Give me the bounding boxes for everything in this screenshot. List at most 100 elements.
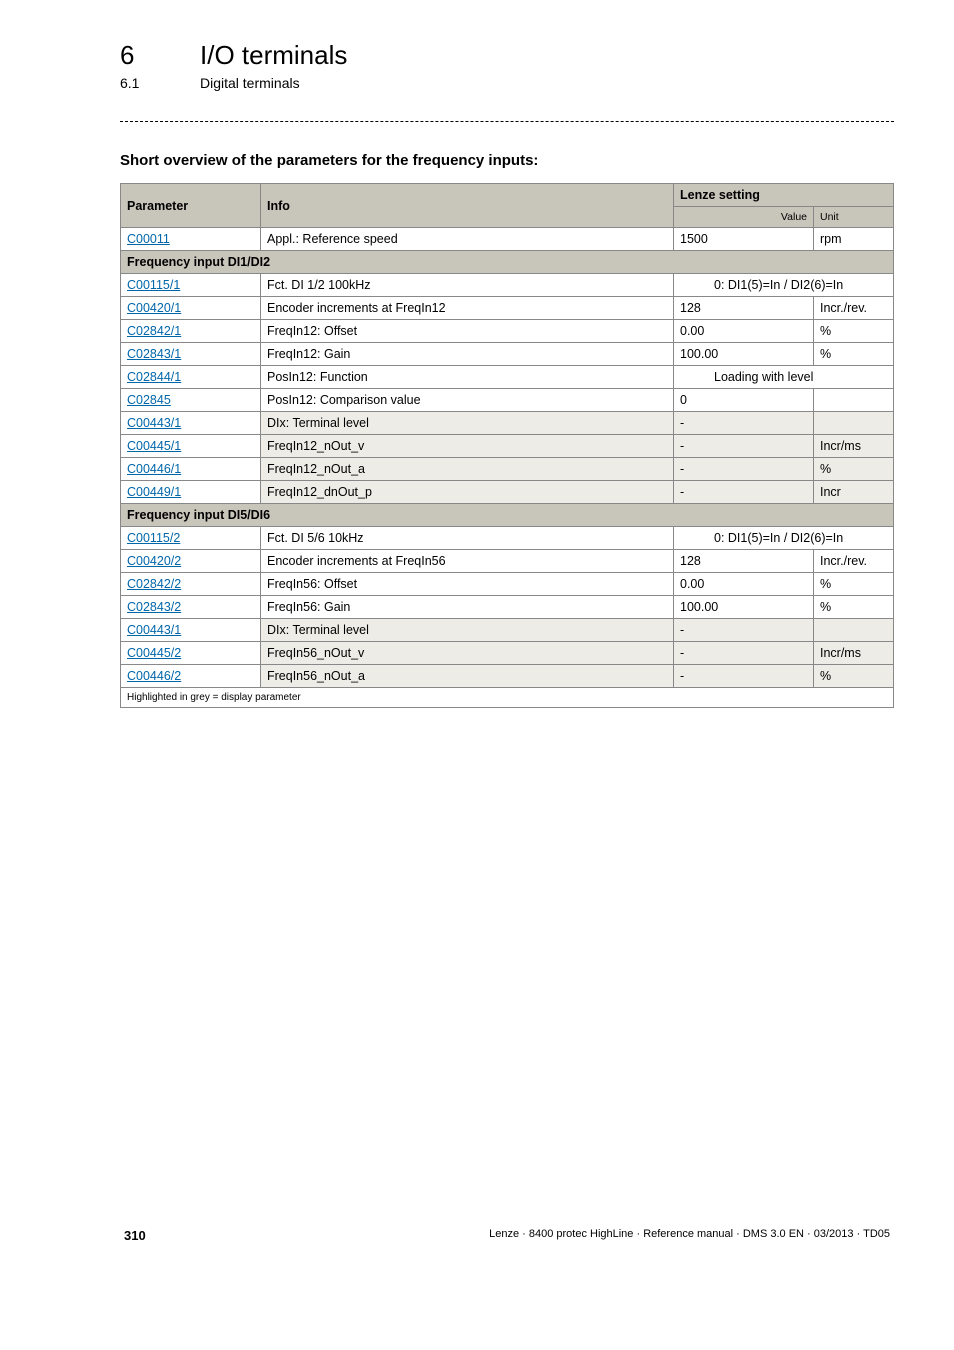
table-row: C00449/1 FreqIn12_dnOut_p-Incr xyxy=(121,481,894,504)
param-link[interactable]: C02843/1 xyxy=(127,347,181,361)
param-cell: C00446/1 xyxy=(121,458,261,481)
info-cell: FreqIn12: Gain xyxy=(261,343,674,366)
param-cell: C00115/2 xyxy=(121,527,261,550)
table-row: C02842/1 FreqIn12: Offset0.00% xyxy=(121,320,894,343)
info-cell: Appl.: Reference speed xyxy=(261,228,674,251)
col-lenze-setting: Lenze setting xyxy=(674,184,894,207)
table-footnote: Highlighted in grey = display parameter xyxy=(121,688,894,708)
unit-cell: % xyxy=(814,320,894,343)
info-cell: FreqIn56: Gain xyxy=(261,596,674,619)
unit-cell: % xyxy=(814,596,894,619)
value-cell: - xyxy=(674,642,814,665)
info-cell: FreqIn12_nOut_v xyxy=(261,435,674,458)
unit-cell xyxy=(814,389,894,412)
section-number: 6.1 xyxy=(120,75,160,91)
section-title-small: Digital terminals xyxy=(200,75,300,91)
col-unit: Unit xyxy=(814,207,894,228)
param-link[interactable]: C00115/2 xyxy=(127,531,180,545)
param-link[interactable]: C02842/2 xyxy=(127,577,181,591)
param-cell: C00449/1 xyxy=(121,481,261,504)
table-row: C02845PosIn12: Comparison value0 xyxy=(121,389,894,412)
table-row: C02842/2 FreqIn56: Offset0.00% xyxy=(121,573,894,596)
param-cell: C02843/1 xyxy=(121,343,261,366)
unit-cell xyxy=(814,619,894,642)
param-cell: C02843/2 xyxy=(121,596,261,619)
value-cell: 0.00 xyxy=(674,573,814,596)
value-cell: - xyxy=(674,435,814,458)
value-cell: 100.00 xyxy=(674,343,814,366)
value-cell: 0: DI1(5)=In / DI2(6)=In xyxy=(674,274,894,297)
table-row: Frequency input DI5/DI6 xyxy=(121,504,894,527)
param-cell: C02845 xyxy=(121,389,261,412)
value-cell: 0 xyxy=(674,389,814,412)
table-row: C00446/1FreqIn12_nOut_a-% xyxy=(121,458,894,481)
col-value: Value xyxy=(674,207,814,228)
param-cell: C02842/2 xyxy=(121,573,261,596)
info-cell: FreqIn12_nOut_a xyxy=(261,458,674,481)
value-cell: 128 xyxy=(674,297,814,320)
table-row: C02843/2FreqIn56: Gain100.00% xyxy=(121,596,894,619)
info-cell: FreqIn12: Offset xyxy=(261,320,674,343)
value-cell: - xyxy=(674,412,814,435)
info-cell: Encoder increments at FreqIn56 xyxy=(261,550,674,573)
param-cell: C00445/2 xyxy=(121,642,261,665)
unit-cell: rpm xyxy=(814,228,894,251)
param-link[interactable]: C00011 xyxy=(127,232,170,246)
info-cell: FreqIn56: Offset xyxy=(261,573,674,596)
col-parameter: Parameter xyxy=(121,184,261,228)
param-cell: C00420/1 xyxy=(121,297,261,320)
unit-cell: % xyxy=(814,343,894,366)
param-link[interactable]: C00445/1 xyxy=(127,439,181,453)
param-cell: C00011 xyxy=(121,228,261,251)
param-cell: C00445/1 xyxy=(121,435,261,458)
param-link[interactable]: C00449/1 xyxy=(127,485,181,499)
table-row: C02844/1 PosIn12: FunctionLoading with le… xyxy=(121,366,894,389)
param-link[interactable]: C00446/1 xyxy=(127,462,181,476)
param-cell: C00115/1 xyxy=(121,274,261,297)
value-cell: - xyxy=(674,619,814,642)
info-cell: DIx: Terminal level xyxy=(261,619,674,642)
info-cell: Fct. DI 5/6 10kHz xyxy=(261,527,674,550)
chapter-title: I/O terminals xyxy=(200,40,347,71)
unit-cell: Incr xyxy=(814,481,894,504)
param-link[interactable]: C00420/2 xyxy=(127,554,181,568)
table-row: C00445/2FreqIn56_nOut_v-Incr/ms xyxy=(121,642,894,665)
unit-cell: Incr./rev. xyxy=(814,550,894,573)
group-label: Frequency input DI5/DI6 xyxy=(121,504,894,527)
param-link[interactable]: C02842/1 xyxy=(127,324,181,338)
param-link[interactable]: C00443/1 xyxy=(127,623,181,637)
group-label: Frequency input DI1/DI2 xyxy=(121,251,894,274)
unit-cell xyxy=(814,412,894,435)
table-row: Frequency input DI1/DI2 xyxy=(121,251,894,274)
param-cell: C00443/1 xyxy=(121,619,261,642)
param-link[interactable]: C02845 xyxy=(127,393,171,407)
parameter-table: Parameter Info Lenze setting Value Unit … xyxy=(120,183,894,708)
table-row: C00443/1 DIx: Terminal level- xyxy=(121,619,894,642)
param-link[interactable]: C00445/2 xyxy=(127,646,181,660)
table-row: C00115/2Fct. DI 5/6 10kHz0: DI1(5)=In / … xyxy=(121,527,894,550)
param-link[interactable]: C00446/2 xyxy=(127,669,181,683)
param-cell: C00443/1 xyxy=(121,412,261,435)
divider xyxy=(120,121,894,122)
param-cell: C02842/1 xyxy=(121,320,261,343)
value-cell: 0.00 xyxy=(674,320,814,343)
chapter-number: 6 xyxy=(120,40,160,71)
info-cell: FreqIn12_dnOut_p xyxy=(261,481,674,504)
value-cell: - xyxy=(674,481,814,504)
table-row: C00446/2FreqIn56_nOut_a-% xyxy=(121,665,894,688)
param-link[interactable]: C00443/1 xyxy=(127,416,181,430)
info-cell: PosIn12: Function xyxy=(261,366,674,389)
value-cell: - xyxy=(674,458,814,481)
param-link[interactable]: C00420/1 xyxy=(127,301,181,315)
param-link[interactable]: C00115/1 xyxy=(127,278,180,292)
param-link[interactable]: C02844/1 xyxy=(127,370,181,384)
unit-cell: % xyxy=(814,573,894,596)
value-cell: Loading with level xyxy=(674,366,894,389)
param-cell: C02844/1 xyxy=(121,366,261,389)
page-number: 310 xyxy=(124,1228,146,1243)
unit-cell: Incr./rev. xyxy=(814,297,894,320)
info-cell: FreqIn56_nOut_v xyxy=(261,642,674,665)
param-link[interactable]: C02843/2 xyxy=(127,600,181,614)
info-cell: FreqIn56_nOut_a xyxy=(261,665,674,688)
table-row: C00115/1Fct. DI 1/2 100kHz0: DI1(5)=In /… xyxy=(121,274,894,297)
